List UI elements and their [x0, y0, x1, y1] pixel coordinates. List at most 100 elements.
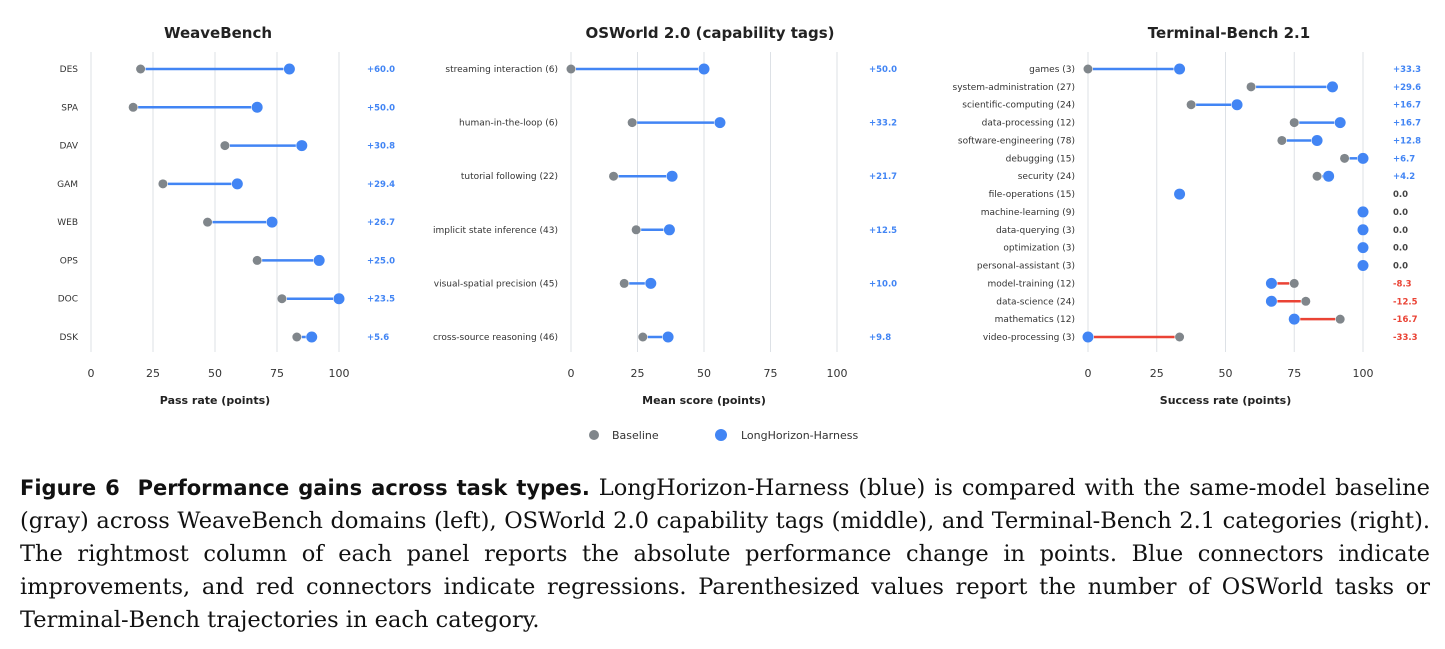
category-label: games (3)	[1029, 65, 1075, 75]
harness-point	[1231, 99, 1243, 111]
delta-label: +9.8	[869, 333, 891, 343]
harness-point	[1174, 188, 1186, 200]
category-label: OPS	[60, 256, 79, 266]
category-label: machine-learning (9)	[981, 208, 1075, 218]
harness-point	[283, 63, 295, 75]
x-tick-label: 25	[146, 367, 160, 380]
category-label: DES	[60, 65, 79, 75]
delta-label: +50.0	[367, 103, 395, 113]
category-label: personal-assistant (3)	[977, 262, 1075, 272]
category-label: implicit state inference (43)	[433, 226, 558, 236]
baseline-point	[292, 332, 302, 342]
harness-point	[1334, 117, 1346, 129]
delta-label: +33.2	[869, 119, 897, 129]
baseline-point	[128, 102, 138, 112]
category-label: model-training (12)	[988, 279, 1075, 289]
harness-point	[1323, 170, 1335, 182]
legend: Baseline LongHorizon-Harness	[589, 429, 858, 442]
category-label: cross-source reasoning (46)	[433, 333, 558, 343]
baseline-point	[203, 217, 213, 227]
delta-label: +23.5	[367, 295, 395, 305]
x-axis-label: Success rate (points)	[1160, 394, 1291, 407]
harness-point	[662, 331, 674, 343]
legend-harness-label: LongHorizon-Harness	[741, 429, 858, 442]
baseline-point	[566, 64, 576, 74]
x-tick-label: 100	[827, 367, 848, 380]
harness-point	[1265, 277, 1277, 289]
delta-label: 0.0	[1393, 208, 1408, 218]
baseline-point	[638, 332, 648, 342]
delta-label: +5.6	[367, 333, 389, 343]
category-label: scientific-computing (24)	[962, 101, 1075, 111]
harness-point	[666, 170, 678, 182]
category-label: tutorial following (22)	[461, 172, 558, 182]
baseline-point	[1186, 100, 1196, 110]
harness-point	[1326, 81, 1338, 93]
harness-point	[1311, 134, 1323, 146]
category-label: optimization (3)	[1003, 244, 1075, 254]
x-axis-label: Mean score (points)	[642, 394, 766, 407]
category-label: mathematics (12)	[995, 315, 1075, 325]
delta-label: +30.8	[367, 142, 395, 152]
x-tick-label: 0	[1085, 367, 1092, 380]
category-label: file-operations (15)	[989, 190, 1075, 200]
delta-label: +29.4	[367, 180, 395, 190]
caption-body: LongHorizon-Harness (blue) is compared w…	[20, 475, 1430, 633]
figure-chart: WeaveBench 0 25 50 75 100 Pass rate (points) DE…	[57, 24, 1421, 442]
category-label: security (24)	[1018, 172, 1075, 182]
category-label: software-engineering (78)	[958, 136, 1075, 146]
delta-label: +21.7	[869, 172, 897, 182]
category-label: debugging (15)	[1006, 154, 1075, 164]
delta-label: 0.0	[1393, 190, 1408, 200]
category-label: DSK	[59, 333, 79, 343]
baseline-point	[1083, 64, 1093, 74]
delta-label: +60.0	[367, 65, 395, 75]
delta-label: -16.7	[1393, 315, 1418, 325]
harness-point	[1357, 242, 1369, 254]
harness-point	[313, 254, 325, 266]
panel-title: Terminal-Bench 2.1	[1148, 24, 1310, 42]
x-tick-label: 0	[88, 367, 95, 380]
x-tick-label: 50	[1219, 367, 1233, 380]
figure-caption: Figure 6 Performance gains across task t…	[20, 472, 1430, 637]
delta-label: -33.3	[1393, 333, 1418, 343]
baseline-point	[1289, 118, 1299, 128]
x-tick-label: 0	[568, 367, 575, 380]
x-tick-label: 100	[329, 367, 350, 380]
delta-label: +10.0	[869, 279, 897, 289]
harness-point	[231, 178, 243, 190]
baseline-point	[1246, 82, 1256, 92]
harness-point	[296, 140, 308, 152]
harness-point	[698, 63, 710, 75]
harness-point	[1357, 206, 1369, 218]
chart-panels: WeaveBench 0 25 50 75 100 Pass rate (points) DE…	[57, 24, 1421, 407]
delta-label: 0.0	[1393, 226, 1408, 236]
category-label: system-administration (27)	[953, 83, 1076, 93]
x-tick-label: 75	[764, 367, 778, 380]
x-tick-label: 100	[1353, 367, 1374, 380]
baseline-point	[252, 255, 262, 265]
delta-label: +4.2	[1393, 172, 1415, 182]
baseline-point	[627, 118, 637, 128]
category-label: WEB	[57, 218, 78, 228]
x-tick-label: 75	[1287, 367, 1301, 380]
harness-point	[1357, 224, 1369, 236]
harness-point	[266, 216, 278, 228]
baseline-point	[136, 64, 146, 74]
category-label: data-science (24)	[996, 297, 1075, 307]
category-label: visual-spatial precision (45)	[434, 279, 558, 289]
harness-point	[306, 331, 318, 343]
legend-baseline-label: Baseline	[612, 429, 659, 442]
harness-point	[1357, 152, 1369, 164]
harness-point	[645, 277, 657, 289]
baseline-point	[1312, 171, 1322, 181]
panel-title: WeaveBench	[164, 24, 272, 42]
category-label: DOC	[58, 295, 78, 305]
baseline-point	[1175, 332, 1185, 342]
delta-label: +25.0	[367, 256, 395, 266]
harness-point	[1288, 313, 1300, 325]
baseline-point	[609, 171, 619, 181]
caption-figure-number: Figure 6	[20, 476, 120, 500]
baseline-point	[158, 179, 168, 189]
caption-title: Performance gains across task types.	[137, 476, 590, 500]
